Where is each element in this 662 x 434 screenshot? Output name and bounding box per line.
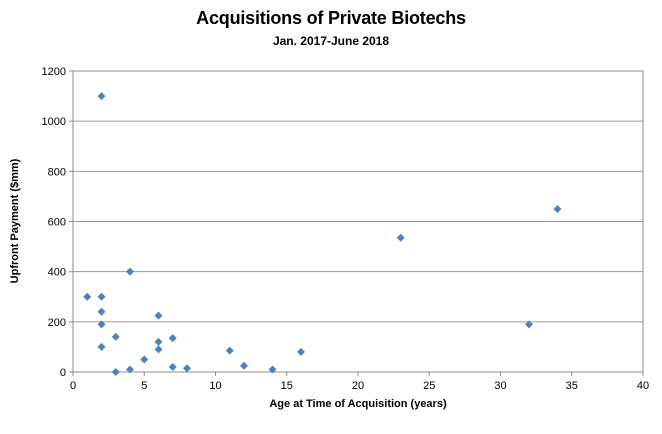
x-tick-label: 20 xyxy=(352,380,364,392)
data-point xyxy=(154,337,163,346)
data-point xyxy=(97,320,106,329)
y-axis-title: Upfront Payment ($mm) xyxy=(9,158,21,284)
y-tick-label: 800 xyxy=(48,166,66,178)
chart-title: Acquisitions of Private Biotechs xyxy=(196,8,466,28)
data-point xyxy=(97,342,106,351)
y-tick-label: 1000 xyxy=(42,116,66,128)
data-point xyxy=(183,364,191,373)
data-point xyxy=(97,307,106,316)
x-tick-label: 10 xyxy=(209,380,221,392)
data-point xyxy=(396,233,405,242)
y-tick-label: 1200 xyxy=(42,66,66,78)
x-tick-label: 25 xyxy=(423,380,435,392)
x-tick-label: 35 xyxy=(566,380,578,392)
x-tick-label: 15 xyxy=(281,380,293,392)
x-tick-label: 40 xyxy=(637,380,649,392)
x-tick-label: 30 xyxy=(494,380,506,392)
y-tick-label: 400 xyxy=(48,267,66,279)
data-point xyxy=(553,204,562,213)
data-point xyxy=(97,292,106,301)
data-point xyxy=(154,345,163,354)
data-point xyxy=(525,320,533,329)
x-tick-label: 0 xyxy=(70,380,76,392)
data-point xyxy=(83,292,92,301)
data-point xyxy=(154,311,163,320)
data-point xyxy=(268,365,277,374)
chart-subtitle: Jan. 2017-June 2018 xyxy=(272,34,390,48)
data-point xyxy=(140,355,149,364)
data-point xyxy=(240,361,248,370)
y-tick-label: 600 xyxy=(48,217,66,229)
data-point xyxy=(225,346,234,355)
data-point xyxy=(168,334,177,343)
data-point xyxy=(297,347,305,356)
data-point xyxy=(168,362,177,371)
data-point xyxy=(111,332,120,341)
data-point xyxy=(126,267,134,276)
data-point xyxy=(97,92,106,101)
x-tick-label: 5 xyxy=(141,380,147,392)
data-point xyxy=(126,365,134,374)
y-tick-label: 200 xyxy=(48,317,66,329)
y-tick-label: 0 xyxy=(60,367,66,379)
data-point xyxy=(111,368,120,376)
x-axis-title: Age at Time of Acquisition (years) xyxy=(269,398,447,410)
